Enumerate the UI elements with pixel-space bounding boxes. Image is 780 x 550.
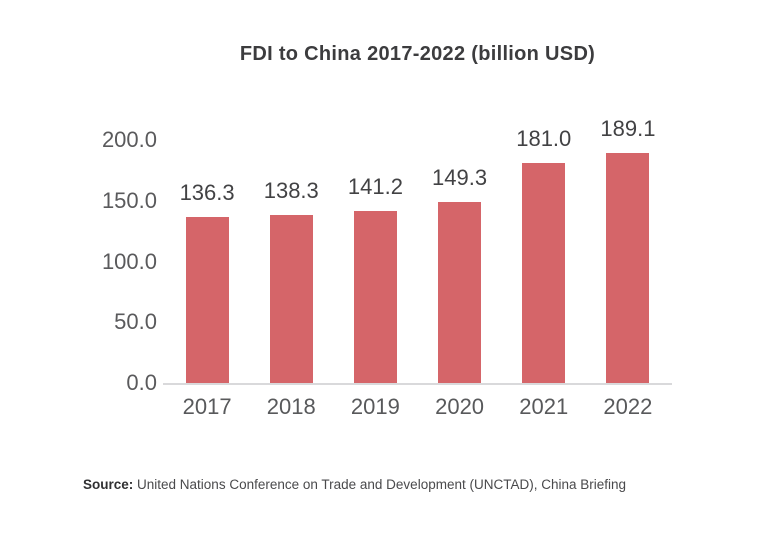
bar-value-label: 181.0 [516,126,572,151]
x-axis-labels: 2017 2018 2019 2020 2021 2022 [165,394,670,424]
bar-2021 [522,163,566,383]
bar-value-label: 149.3 [432,164,488,190]
bar-2022 [606,153,650,383]
y-tick-label: 150.0 [101,187,157,213]
x-tick-label: 2020 [435,394,485,419]
x-axis-line [163,383,672,385]
y-tick-label: 50.0 [114,309,157,335]
bar-2017 [185,217,229,383]
y-tick-label: 200.0 [101,127,157,152]
plot-area: 136.3 138.3 141.2 149.3 181.0 189.1 [163,117,672,385]
bar-value-label: 189.1 [600,116,656,142]
y-tick-label: 0.0 [126,370,157,395]
bar-2019 [353,211,397,383]
bar-value-label: 136.3 [179,180,235,206]
x-tick-label: 2021 [519,394,569,419]
source-label: Source: [83,477,134,492]
x-tick-label: 2018 [266,394,316,419]
source-note: Source: United Nations Conference on Tra… [83,477,626,492]
source-text: United Nations Conference on Trade and D… [133,477,627,492]
x-tick-label: 2019 [350,394,400,419]
bar-value-label: 141.2 [347,174,403,200]
chart-title: FDI to China 2017-2022 (billion USD) [239,43,596,65]
y-tick-label: 100.0 [101,248,157,274]
y-axis-labels: 0.0 50.0 100.0 150.0 200.0 [55,127,157,395]
bar-2020 [438,201,482,383]
bar-value-label: 138.3 [263,177,319,203]
x-tick-label: 2022 [603,394,653,419]
bar-2018 [269,214,313,383]
x-tick-label: 2017 [182,394,232,419]
